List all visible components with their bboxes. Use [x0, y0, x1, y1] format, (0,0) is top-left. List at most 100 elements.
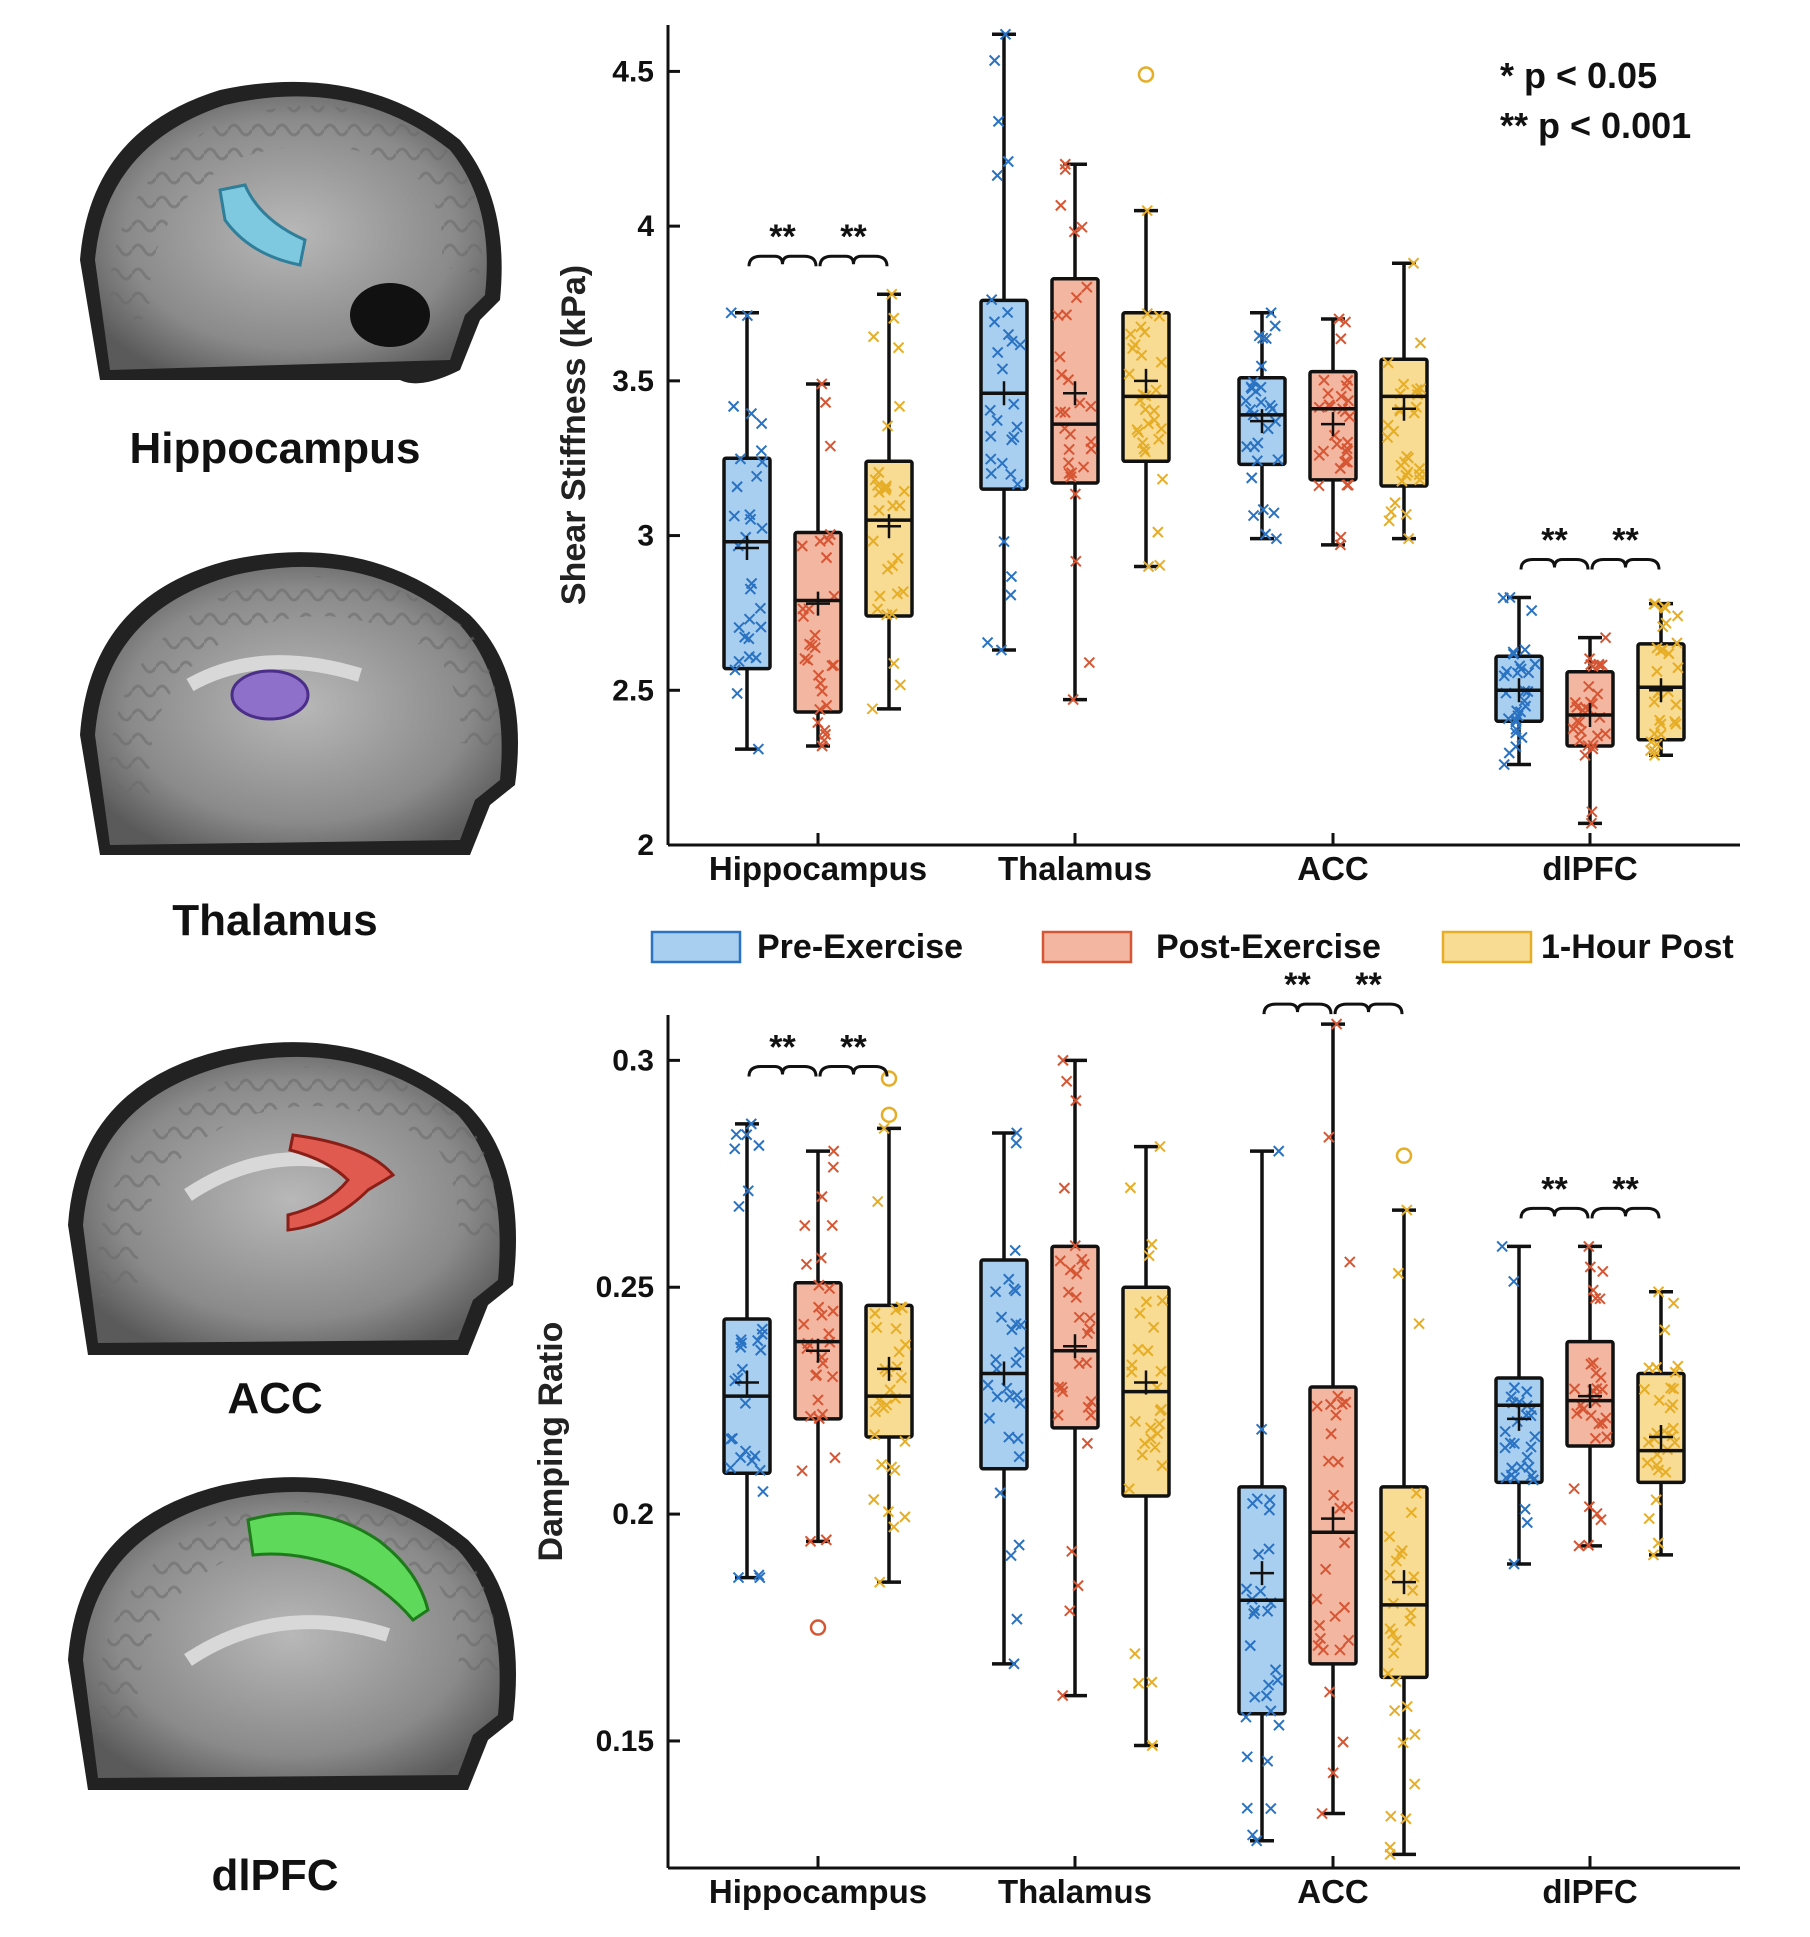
data-point — [1332, 1390, 1344, 1402]
data-point — [1651, 1459, 1663, 1471]
data-point — [1586, 806, 1598, 818]
data-point — [1599, 631, 1612, 644]
data-point — [1248, 1608, 1260, 1620]
data-point — [1401, 1204, 1413, 1216]
data-point — [1585, 1409, 1597, 1422]
data-point — [1268, 507, 1280, 519]
data-point — [736, 1363, 749, 1376]
data-point — [733, 621, 745, 634]
data-point — [813, 1412, 825, 1425]
data-point — [1135, 321, 1147, 333]
data-point — [1527, 1474, 1539, 1486]
data-point — [1155, 356, 1168, 368]
data-point — [999, 28, 1012, 40]
data-point — [1311, 1400, 1323, 1412]
data-point — [1577, 1403, 1589, 1416]
data-point — [1259, 528, 1272, 540]
data-point — [1071, 1268, 1083, 1280]
data-point — [985, 293, 998, 306]
data-point — [1665, 1382, 1677, 1394]
data-point — [1141, 204, 1153, 217]
data-point — [1002, 155, 1014, 168]
data-point — [884, 1384, 896, 1396]
data-point — [1255, 1423, 1268, 1436]
data-point — [815, 1252, 827, 1264]
data-point — [991, 414, 1003, 427]
data-point — [1153, 433, 1165, 445]
y-tick-label: 2.5 — [612, 674, 654, 707]
significance-brace — [1590, 1206, 1661, 1219]
data-point — [1006, 434, 1018, 446]
data-point — [893, 400, 906, 413]
data-point — [1645, 736, 1657, 748]
data-point — [890, 1322, 902, 1335]
data-point — [1247, 376, 1260, 388]
data-point — [1575, 725, 1588, 738]
data-point — [1529, 658, 1541, 670]
data-point — [1658, 600, 1670, 613]
data-point — [890, 1304, 902, 1316]
data-point — [1139, 446, 1151, 458]
data-point — [1255, 396, 1267, 409]
data-point — [1146, 1676, 1158, 1688]
data-point — [1261, 1755, 1274, 1767]
data-point — [827, 1145, 840, 1157]
data-point — [1003, 1273, 1015, 1285]
box-pre-exercise-acc — [1237, 1145, 1287, 1847]
data-point — [1648, 1432, 1660, 1445]
data-point — [988, 54, 1001, 67]
roi-label-dlpfc: dlPFC — [211, 1851, 338, 1900]
data-point — [823, 1282, 836, 1295]
significance-label: ** — [840, 1029, 867, 1067]
mean-marker — [1507, 678, 1531, 703]
data-point — [1002, 328, 1015, 341]
data-point — [1521, 1385, 1533, 1398]
box-post-exercise-hippocampus — [793, 378, 843, 752]
data-point — [1383, 515, 1395, 527]
data-point — [1070, 1094, 1082, 1107]
data-point — [1085, 1409, 1097, 1421]
data-point — [1065, 471, 1077, 483]
data-point — [1072, 1579, 1084, 1592]
brain-panel-hippocampus — [80, 81, 502, 384]
data-point — [991, 1390, 1004, 1403]
data-point — [886, 288, 898, 300]
data-point — [1254, 1585, 1267, 1597]
data-point — [1001, 306, 1014, 319]
data-point — [1008, 398, 1020, 410]
data-point — [1408, 1571, 1420, 1583]
data-point — [873, 466, 885, 479]
data-point — [1154, 559, 1166, 572]
data-point — [1136, 437, 1149, 449]
data-point — [1155, 423, 1168, 435]
data-point — [1400, 508, 1412, 521]
data-point — [1014, 1397, 1026, 1409]
data-point — [1126, 1359, 1138, 1371]
data-point — [725, 307, 737, 319]
significance-brace — [1262, 1002, 1333, 1015]
data-point — [1670, 699, 1682, 711]
outlier-point — [1395, 1147, 1413, 1164]
x-tick-label: Hippocampus — [709, 850, 927, 887]
data-point — [1340, 446, 1353, 458]
box-pre-exercise-dlpfc — [1494, 1240, 1544, 1570]
data-point — [734, 453, 747, 465]
data-point — [1081, 1437, 1094, 1450]
y-tick-label: 2 — [637, 829, 654, 862]
data-point — [1124, 1182, 1137, 1194]
data-point — [1055, 199, 1067, 212]
significance-brace — [1590, 557, 1661, 570]
data-point — [1055, 1381, 1068, 1394]
mean-marker — [1321, 412, 1345, 437]
data-point — [754, 1344, 767, 1356]
data-point — [1257, 332, 1269, 344]
data-point — [1005, 570, 1018, 583]
data-point — [1074, 397, 1086, 409]
data-point — [1341, 436, 1354, 448]
data-point — [1077, 461, 1090, 473]
box-iqr — [722, 456, 772, 671]
data-point — [1124, 328, 1137, 340]
data-point — [1069, 488, 1082, 500]
data-point — [1328, 429, 1341, 442]
data-point — [1414, 474, 1426, 486]
